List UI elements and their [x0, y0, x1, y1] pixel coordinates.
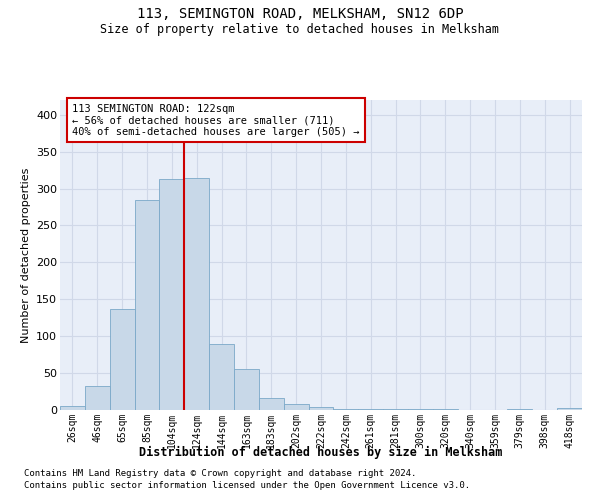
Bar [60, 406, 85, 410]
Text: Contains HM Land Registry data © Crown copyright and database right 2024.: Contains HM Land Registry data © Crown c… [24, 468, 416, 477]
Text: Size of property relative to detached houses in Melksham: Size of property relative to detached ho… [101, 22, 499, 36]
Text: Distribution of detached houses by size in Melksham: Distribution of detached houses by size … [139, 446, 503, 459]
Bar [184, 178, 209, 410]
Bar [308, 407, 334, 410]
Bar [334, 408, 358, 410]
Text: 113, SEMINGTON ROAD, MELKSHAM, SN12 6DP: 113, SEMINGTON ROAD, MELKSHAM, SN12 6DP [137, 8, 463, 22]
Bar [209, 344, 234, 410]
Y-axis label: Number of detached properties: Number of detached properties [20, 168, 31, 342]
Bar [234, 370, 259, 410]
Bar [134, 200, 160, 410]
Text: 113 SEMINGTON ROAD: 122sqm
← 56% of detached houses are smaller (711)
40% of sem: 113 SEMINGTON ROAD: 122sqm ← 56% of deta… [73, 104, 360, 137]
Bar [160, 179, 184, 410]
Bar [557, 408, 582, 410]
Bar [110, 309, 134, 410]
Bar [284, 404, 308, 410]
Bar [383, 408, 408, 410]
Bar [85, 386, 110, 410]
Text: Contains public sector information licensed under the Open Government Licence v3: Contains public sector information licen… [24, 481, 470, 490]
Bar [259, 398, 284, 410]
